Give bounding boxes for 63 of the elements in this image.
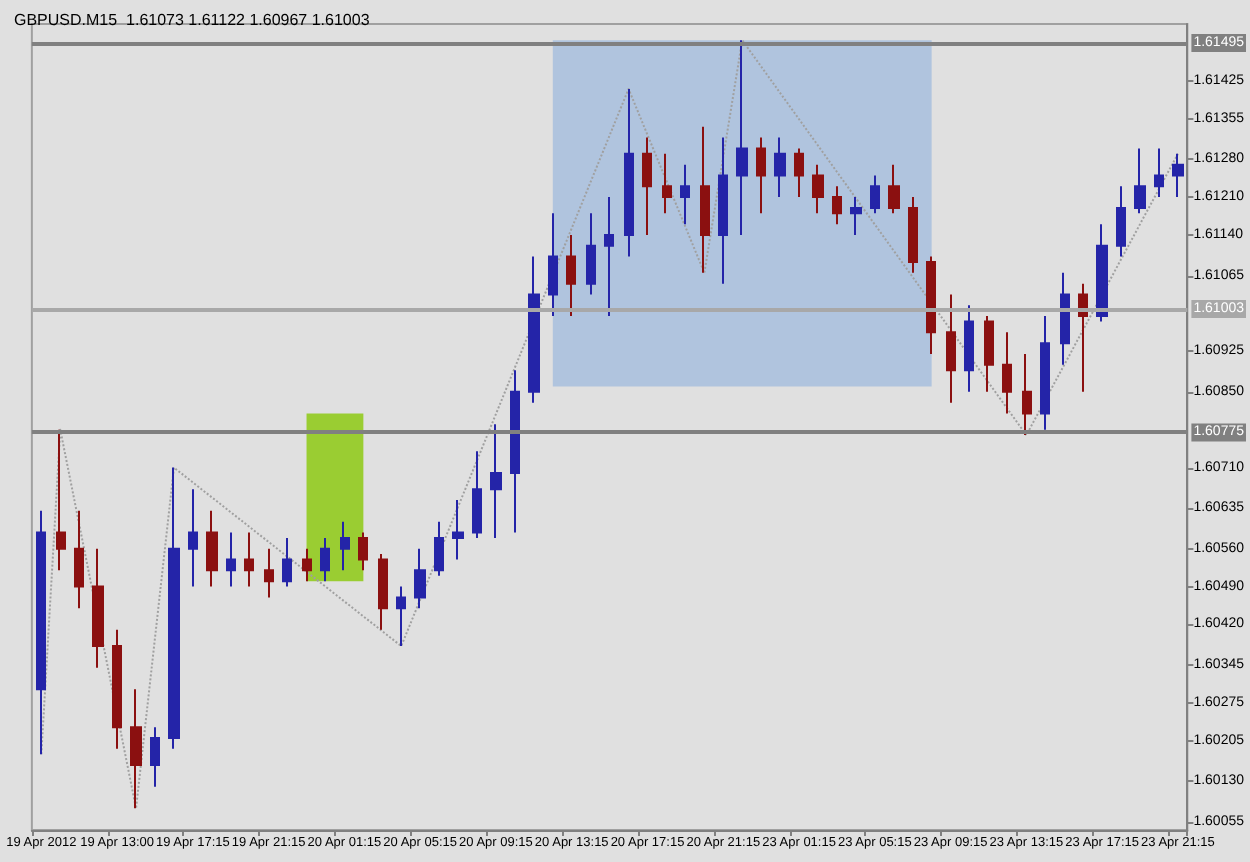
candlestick [888,163,900,215]
candlestick [472,450,482,539]
candlestick [812,163,824,215]
candlestick [74,509,84,610]
candlestick [1116,185,1126,258]
chart-title: GBPUSD.M15 1.61073 1.61122 1.60967 1.61003 [14,11,371,29]
candlestick [302,547,312,583]
candlestick [964,304,974,393]
candlestick [264,547,274,599]
candlestick [642,136,652,236]
candlestick [1022,352,1032,437]
candlestick [244,531,254,588]
candlestick [112,628,122,750]
candlestick [1002,331,1012,415]
candlestick [206,509,218,588]
candlestick [282,536,292,588]
candlestick [794,147,804,199]
candlestick [320,536,330,583]
candlestick [414,547,426,610]
candlestick [92,547,104,669]
candlestick [756,136,766,215]
candlestick [188,488,198,588]
candlestick [624,87,634,258]
candlestick [528,255,540,404]
candlestick [1096,223,1108,323]
candlestick [850,196,862,236]
candlestick [870,174,880,215]
candlestick [1134,147,1146,215]
candlestick [604,196,614,318]
candlestick [908,196,918,274]
candlestick [36,509,46,756]
candlestick [566,233,576,318]
candlestick [150,726,160,788]
candlestick [1154,147,1164,199]
candlestick [926,255,936,355]
candlestick [548,212,558,318]
candlestick [680,163,690,226]
candlestick [358,531,368,572]
line-series [40,39,1179,810]
candlestick [984,315,994,393]
candlestick [226,531,236,588]
candlestick [396,585,406,648]
candlestick [378,553,388,631]
candlestick [718,136,728,285]
candlestick [434,520,444,577]
candlestick [510,369,520,534]
candlestick [168,466,180,750]
candlestick [340,520,350,572]
candlestick [774,136,786,199]
candlestick [662,152,672,215]
candlestick [946,293,956,404]
candlestick [1060,271,1070,366]
candlestick [490,423,502,539]
candlestick [700,125,710,274]
candlestick [736,39,748,236]
candlestick [452,499,464,561]
candlestick [1040,315,1050,431]
candlestick [832,185,842,226]
candlestick [1172,152,1184,199]
candlestick [1078,282,1088,393]
candlestick [586,212,596,296]
candlestick [130,688,142,810]
candlestick [56,428,66,572]
